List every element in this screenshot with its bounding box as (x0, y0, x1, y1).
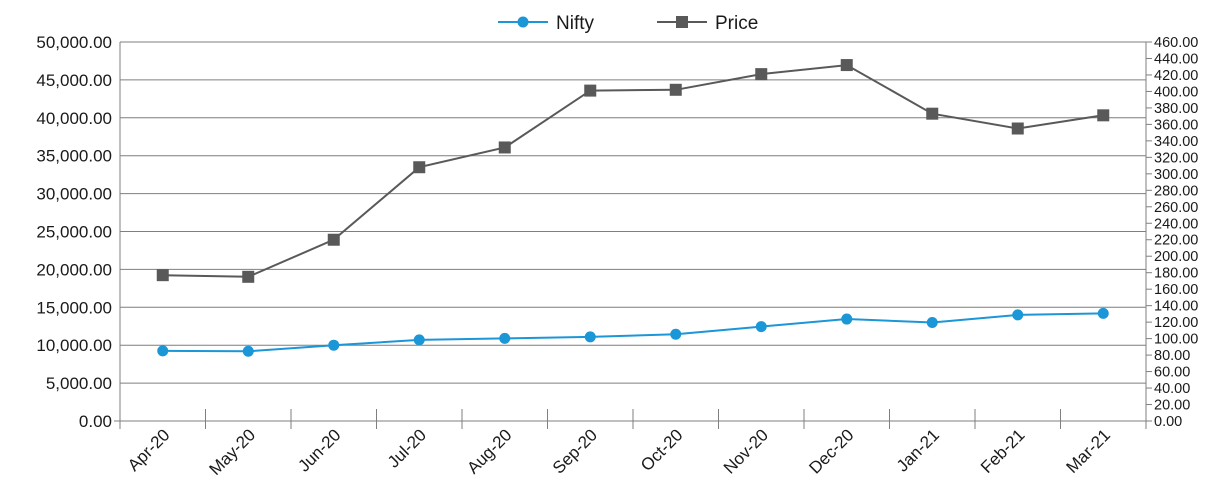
y-right-tick-label: 180.00 (1154, 266, 1198, 282)
y-right-tick-label: 0.00 (1154, 414, 1182, 430)
price-point (327, 233, 340, 246)
price-legend-label: Price (715, 13, 758, 34)
price-point (840, 59, 853, 72)
x-tick-label: Aug-20 (463, 425, 515, 477)
price-point (1097, 109, 1110, 122)
nifty-point (926, 316, 938, 328)
price-point (498, 141, 511, 154)
y-right-tick-label: 60.00 (1154, 365, 1190, 381)
y-left-tick-label: 35,000.00 (36, 147, 112, 166)
x-tick-label: Oct-20 (637, 425, 687, 475)
y-left-tick-label: 45,000.00 (36, 71, 112, 90)
nifty-point (1012, 309, 1024, 321)
y-right-tick-label: 220.00 (1154, 233, 1198, 249)
nifty-point (157, 345, 169, 357)
y-right-tick-label: 320.00 (1154, 150, 1198, 166)
y-right-tick-label: 360.00 (1154, 117, 1198, 133)
nifty-point (841, 313, 853, 325)
series-layer (156, 59, 1110, 357)
y-left-tick-label: 40,000.00 (36, 109, 112, 128)
y-left-tick-label: 15,000.00 (36, 298, 112, 317)
nifty-point (499, 332, 511, 344)
price-point (1011, 122, 1024, 135)
y-right-tick-label: 340.00 (1154, 134, 1198, 150)
price-point (242, 270, 255, 283)
y-right-tick-label: 40.00 (1154, 381, 1190, 397)
nifty-point (670, 328, 682, 340)
price-point (926, 107, 939, 120)
price-series-line (162, 64, 1104, 278)
y-right-tick-label: 300.00 (1154, 167, 1198, 183)
legend: Nifty Price (498, 13, 758, 34)
x-tick-label: Jul-20 (384, 425, 430, 471)
x-tick-label: Sep-20 (549, 425, 601, 477)
y-left-tick-label: 10,000.00 (36, 336, 112, 355)
x-tick-label: Feb-21 (977, 425, 1029, 477)
x-tick-label: Jun-20 (294, 425, 344, 475)
x-tick-label: Apr-20 (124, 425, 174, 475)
y-right-tick-label: 20.00 (1154, 398, 1190, 414)
y-left-tick-label: 50,000.00 (36, 33, 112, 52)
y-right-tick-label: 100.00 (1154, 332, 1198, 348)
price-point (584, 84, 597, 97)
nifty-legend-label: Nifty (556, 13, 595, 34)
nifty-point (413, 334, 425, 346)
nifty-point (328, 339, 340, 351)
nifty-point (584, 331, 596, 343)
y-right-tick-label: 160.00 (1154, 282, 1198, 298)
y-right-tick-label: 200.00 (1154, 249, 1198, 265)
nifty-legend-marker (517, 16, 529, 28)
y-right-tick-label: 380.00 (1154, 101, 1198, 117)
axes (114, 41, 1152, 429)
gridlines (120, 41, 1146, 384)
y-left-tick-label: 25,000.00 (36, 223, 112, 242)
y-left-tick-label: 30,000.00 (36, 185, 112, 204)
price-point (156, 269, 169, 282)
x-tick-label: May-20 (206, 425, 260, 479)
nifty-series-line (162, 312, 1104, 353)
y-right-tick-label: 140.00 (1154, 299, 1198, 315)
y-right-tick-label: 440.00 (1154, 51, 1198, 67)
price-legend-marker (676, 16, 688, 28)
y-left-tick-label: 5,000.00 (46, 374, 112, 393)
y-right-tick-label: 260.00 (1154, 200, 1198, 216)
y-right-tick-label: 460.00 (1154, 35, 1198, 51)
price-point (755, 68, 768, 81)
price-point (669, 83, 682, 96)
y-right-tick-label: 120.00 (1154, 315, 1198, 331)
nifty-point (1097, 307, 1109, 319)
x-tick-label: Jan-21 (893, 425, 943, 475)
y-right-tick-label: 420.00 (1154, 68, 1198, 84)
y-left-tick-label: 0.00 (79, 412, 112, 431)
x-tick-label: Nov-20 (720, 425, 772, 477)
y-left-tick-label: 20,000.00 (36, 260, 112, 279)
y-right-tick-label: 80.00 (1154, 348, 1190, 364)
x-tick-label: Mar-21 (1063, 425, 1115, 477)
price-point (413, 161, 426, 174)
nifty-point (242, 345, 254, 357)
y-right-tick-label: 400.00 (1154, 84, 1198, 100)
tick-labels: 0.00 5,000.00 10,000.00 15,000.00 20,000.00 2… (36, 33, 1198, 479)
y-right-tick-label: 280.00 (1154, 183, 1198, 199)
nifty-point (755, 321, 767, 333)
x-tick-label: Dec-20 (805, 425, 857, 477)
y-right-tick-label: 240.00 (1154, 216, 1198, 232)
